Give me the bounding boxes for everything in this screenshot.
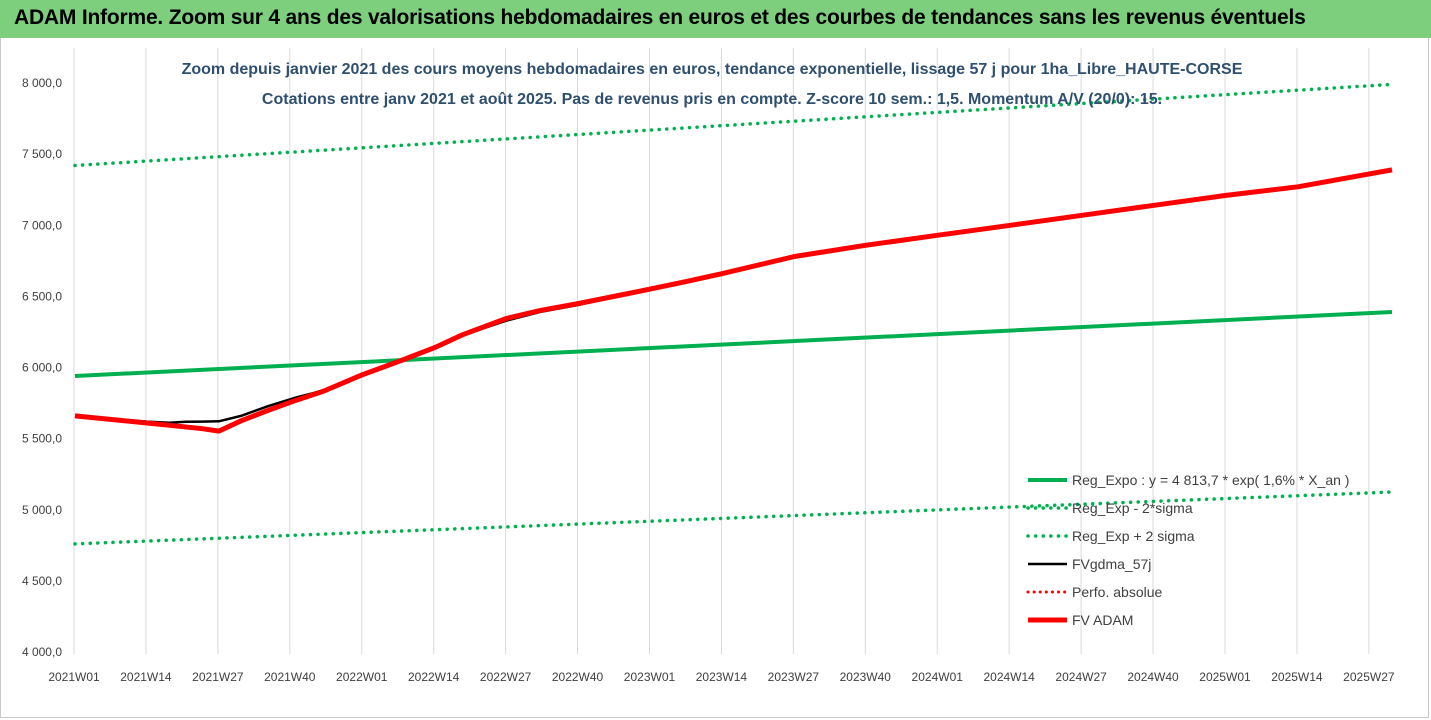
x-tick-label: 2023W40 <box>840 670 892 684</box>
series-line <box>74 167 1393 434</box>
y-tick-label: 8 000,0 <box>22 76 62 90</box>
y-tick-label: 6 000,0 <box>22 361 62 375</box>
x-tick-label: 2022W14 <box>408 670 460 684</box>
x-tick-label: 2021W27 <box>192 670 244 684</box>
chart-frame <box>0 38 1429 718</box>
chart-subtitle: Cotations entre janv 2021 et août 2025. … <box>262 91 1162 108</box>
x-tick-label: 2024W27 <box>1055 670 1107 684</box>
x-tick-label: 2024W14 <box>983 670 1035 684</box>
legend-label: FVgdma_57j <box>1072 556 1151 572</box>
legend-label: FV ADAM <box>1072 612 1133 628</box>
x-tick-label: 2023W27 <box>768 670 820 684</box>
series-line <box>73 490 1394 546</box>
legend-label: Perfo. absolue <box>1072 584 1162 600</box>
y-tick-label: 5 500,0 <box>22 432 62 446</box>
legend-label: Reg_Exp + 2 sigma <box>1072 528 1195 544</box>
series-lines <box>73 82 1394 546</box>
series-line <box>74 169 1393 424</box>
legend-label: Reg_Expo : y = 4 813,7 * exp( 1,6% * X_a… <box>1072 472 1349 488</box>
x-tick-label: 2022W27 <box>480 670 532 684</box>
y-tick-label: 4 000,0 <box>22 645 62 659</box>
y-tick-label: 6 500,0 <box>22 289 62 303</box>
x-tick-label: 2025W01 <box>1199 670 1251 684</box>
x-tick-label: 2021W01 <box>48 670 100 684</box>
y-tick-label: 7 000,0 <box>22 218 62 232</box>
x-tick-label: 2025W27 <box>1343 670 1395 684</box>
report-title: ADAM Informe. Zoom sur 4 ans des valoris… <box>14 6 1306 29</box>
x-tick-label: 2023W14 <box>696 670 748 684</box>
x-tick-label: 2022W01 <box>336 670 388 684</box>
x-tick-label: 2022W40 <box>552 670 604 684</box>
grid-lines <box>73 48 1370 654</box>
y-tick-label: 4 500,0 <box>22 574 62 588</box>
series-line <box>73 82 1394 168</box>
x-tick-label: 2024W01 <box>912 670 964 684</box>
x-axis-ticks: 2021W01 2021W14 2021W27 2021W40 2022W01 2022W… <box>48 670 1395 684</box>
legend: Reg_Expo : y = 4 813,7 * exp( 1,6% * X_a… <box>1026 472 1349 628</box>
chart-title: Zoom depuis janvier 2021 des cours moyen… <box>182 61 1243 78</box>
report-header: ADAM Informe. Zoom sur 4 ans des valoris… <box>0 0 1431 38</box>
x-tick-label: 2021W40 <box>264 670 316 684</box>
y-tick-label: 7 500,0 <box>22 147 62 161</box>
x-tick-label: 2023W01 <box>624 670 676 684</box>
y-axis-ticks: 8 000,0 7 500,0 7 000,0 6 500,0 6 000,0 5 500… <box>22 76 62 659</box>
x-tick-label: 2025W14 <box>1271 670 1323 684</box>
series-line <box>74 310 1393 378</box>
y-tick-label: 5 000,0 <box>22 503 62 517</box>
x-tick-label: 2021W14 <box>120 670 172 684</box>
legend-label: Reg_Exp - 2*sigma <box>1072 500 1193 516</box>
x-tick-label: 2024W40 <box>1127 670 1179 684</box>
